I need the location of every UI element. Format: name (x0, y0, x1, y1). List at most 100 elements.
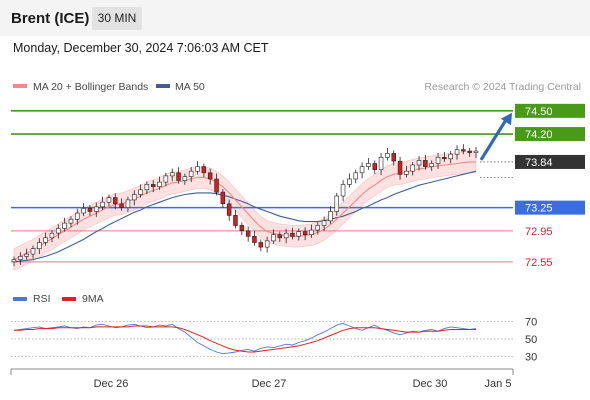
candle-body (252, 236, 257, 243)
candle (283, 228, 289, 244)
candle (119, 198, 124, 211)
candle (252, 230, 257, 246)
candle-body (188, 170, 194, 177)
ma50-legend-swatch (156, 84, 170, 88)
candle-body (11, 259, 17, 263)
candle (163, 172, 169, 187)
candle-body (264, 240, 270, 248)
candle (347, 173, 352, 188)
target-arrow-head (500, 112, 512, 126)
level-resistance: 74.20 (11, 127, 585, 142)
candle-body (119, 203, 124, 209)
rsi-tick-label: 30 (525, 351, 537, 363)
candle-body (170, 172, 175, 177)
candle (157, 176, 162, 190)
candle (296, 228, 301, 241)
x-tick-label: Jan 5 (485, 378, 512, 390)
candle-body (182, 176, 188, 181)
candle (302, 227, 308, 241)
candle-body (283, 232, 289, 239)
target-arrow-shaft (479, 118, 508, 161)
candle-body (195, 166, 200, 172)
rsi-tick-label: 50 (525, 334, 537, 346)
candle-body (442, 157, 447, 160)
candle (277, 231, 282, 243)
candle (37, 238, 42, 255)
candle (100, 196, 105, 210)
candle (264, 236, 270, 253)
candle-body (473, 150, 479, 153)
candle-body (214, 178, 219, 193)
candle-body (18, 256, 23, 260)
candle-body (201, 166, 207, 174)
candle (239, 222, 245, 236)
candle (290, 227, 295, 240)
candle (106, 194, 112, 207)
candle (220, 189, 226, 209)
rsi-ma-line (14, 325, 476, 353)
candle (404, 165, 409, 178)
candle-body (296, 231, 301, 237)
pivot-tag (515, 200, 585, 215)
candle-body (353, 172, 358, 180)
candle (201, 163, 207, 178)
rsi-legend-label: RSI (33, 293, 51, 305)
rsi-tick-label: 70 (525, 317, 537, 329)
ma50-line (13, 170, 477, 263)
level-resistance: 74.50 (11, 103, 585, 118)
candle (435, 153, 441, 169)
candle (309, 224, 314, 238)
candle-body (245, 230, 251, 237)
ma20-legend-label: MA 20 + Bollinger Bands (33, 81, 148, 93)
candles (11, 144, 479, 267)
resistance-label: 74.50 (525, 106, 553, 118)
candle-body (62, 222, 67, 229)
candle-body (404, 170, 409, 175)
resistance-tag (515, 127, 585, 142)
candle (423, 154, 428, 170)
x-axis: Dec 26 Dec 27 Dec 30 Jan 5 (94, 378, 512, 390)
candle (429, 160, 434, 171)
candle-body (176, 172, 181, 181)
candle (372, 160, 377, 174)
candle-body (100, 201, 105, 208)
candle (182, 173, 188, 185)
candle (144, 181, 150, 195)
candle (18, 252, 23, 265)
candle-body (87, 208, 93, 212)
candle (258, 239, 264, 252)
pivot-label: 73.25 (525, 203, 553, 215)
level-last: 73.84 (480, 154, 585, 169)
candle (30, 245, 36, 259)
timeframe-badge[interactable]: 30 MIN (92, 7, 142, 30)
candle-body (461, 149, 466, 152)
x-tick-label: Dec 26 (94, 378, 129, 390)
candle-body (321, 220, 327, 226)
candle (416, 156, 422, 171)
candle-body (30, 248, 36, 255)
candle-body (163, 175, 169, 183)
research-credit: Research © 2024 Trading Central (424, 81, 581, 93)
candle-body (144, 184, 150, 191)
candle-body (454, 149, 460, 155)
candle-body (258, 242, 264, 248)
candle (366, 158, 371, 170)
candle-body (302, 231, 308, 236)
candle (188, 166, 194, 183)
support-label: 72.55 (525, 257, 553, 269)
candle (132, 190, 137, 206)
candle-body (315, 225, 320, 231)
candle-body (207, 172, 213, 180)
candle (328, 206, 333, 224)
candle (359, 162, 365, 179)
candle (461, 144, 466, 155)
candle (448, 151, 453, 164)
candle (49, 230, 55, 243)
candle (385, 148, 390, 161)
candle (94, 202, 99, 217)
price-plot: 74.50 74.20 73.84 73.25 72.95 72.55 (11, 103, 585, 271)
candle-body (239, 225, 245, 232)
candle (11, 256, 17, 267)
rsi-ma-legend-swatch (62, 297, 76, 301)
